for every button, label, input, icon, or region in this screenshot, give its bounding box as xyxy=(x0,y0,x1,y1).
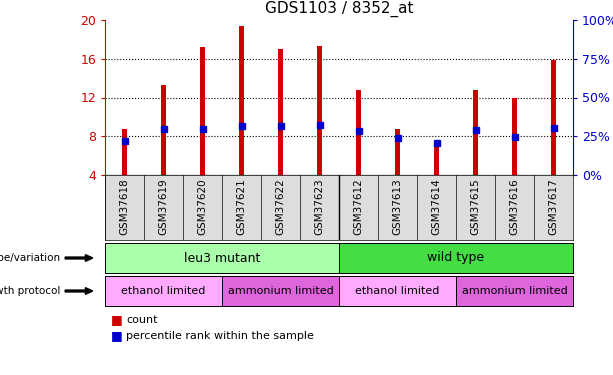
Text: ammonium limited: ammonium limited xyxy=(227,286,333,296)
Text: GSM37623: GSM37623 xyxy=(314,178,324,235)
Text: ■: ■ xyxy=(111,314,123,327)
Bar xyxy=(238,26,245,175)
Text: GSM37614: GSM37614 xyxy=(432,178,441,235)
Text: count: count xyxy=(126,315,158,325)
Bar xyxy=(395,129,400,175)
Text: GSM37617: GSM37617 xyxy=(549,178,558,235)
Bar xyxy=(161,85,166,175)
Text: leu3 mutant: leu3 mutant xyxy=(184,252,260,264)
Bar xyxy=(433,142,440,175)
Text: GSM37621: GSM37621 xyxy=(237,178,246,235)
Bar xyxy=(278,49,283,175)
Text: GSM37615: GSM37615 xyxy=(471,178,481,235)
Text: percentile rank within the sample: percentile rank within the sample xyxy=(126,331,314,341)
Text: GSM37613: GSM37613 xyxy=(392,178,403,235)
Bar xyxy=(512,98,517,175)
Text: GSM37618: GSM37618 xyxy=(120,178,129,235)
Text: GSM37622: GSM37622 xyxy=(275,178,286,235)
Text: ■: ■ xyxy=(111,330,123,342)
Title: GDS1103 / 8352_at: GDS1103 / 8352_at xyxy=(265,1,413,17)
Text: ammonium limited: ammonium limited xyxy=(462,286,568,296)
Bar xyxy=(121,129,128,175)
Bar xyxy=(316,46,322,175)
Text: ethanol limited: ethanol limited xyxy=(121,286,206,296)
Bar xyxy=(356,90,362,175)
Text: ethanol limited: ethanol limited xyxy=(356,286,440,296)
Text: GSM37619: GSM37619 xyxy=(159,178,169,235)
Text: GSM37616: GSM37616 xyxy=(509,178,519,235)
Text: GSM37620: GSM37620 xyxy=(197,178,207,235)
Text: GSM37612: GSM37612 xyxy=(354,178,364,235)
Bar xyxy=(473,90,478,175)
Bar xyxy=(200,47,205,175)
Text: genotype/variation: genotype/variation xyxy=(0,253,61,263)
Text: wild type: wild type xyxy=(427,252,484,264)
Bar xyxy=(550,60,557,175)
Text: growth protocol: growth protocol xyxy=(0,286,61,296)
